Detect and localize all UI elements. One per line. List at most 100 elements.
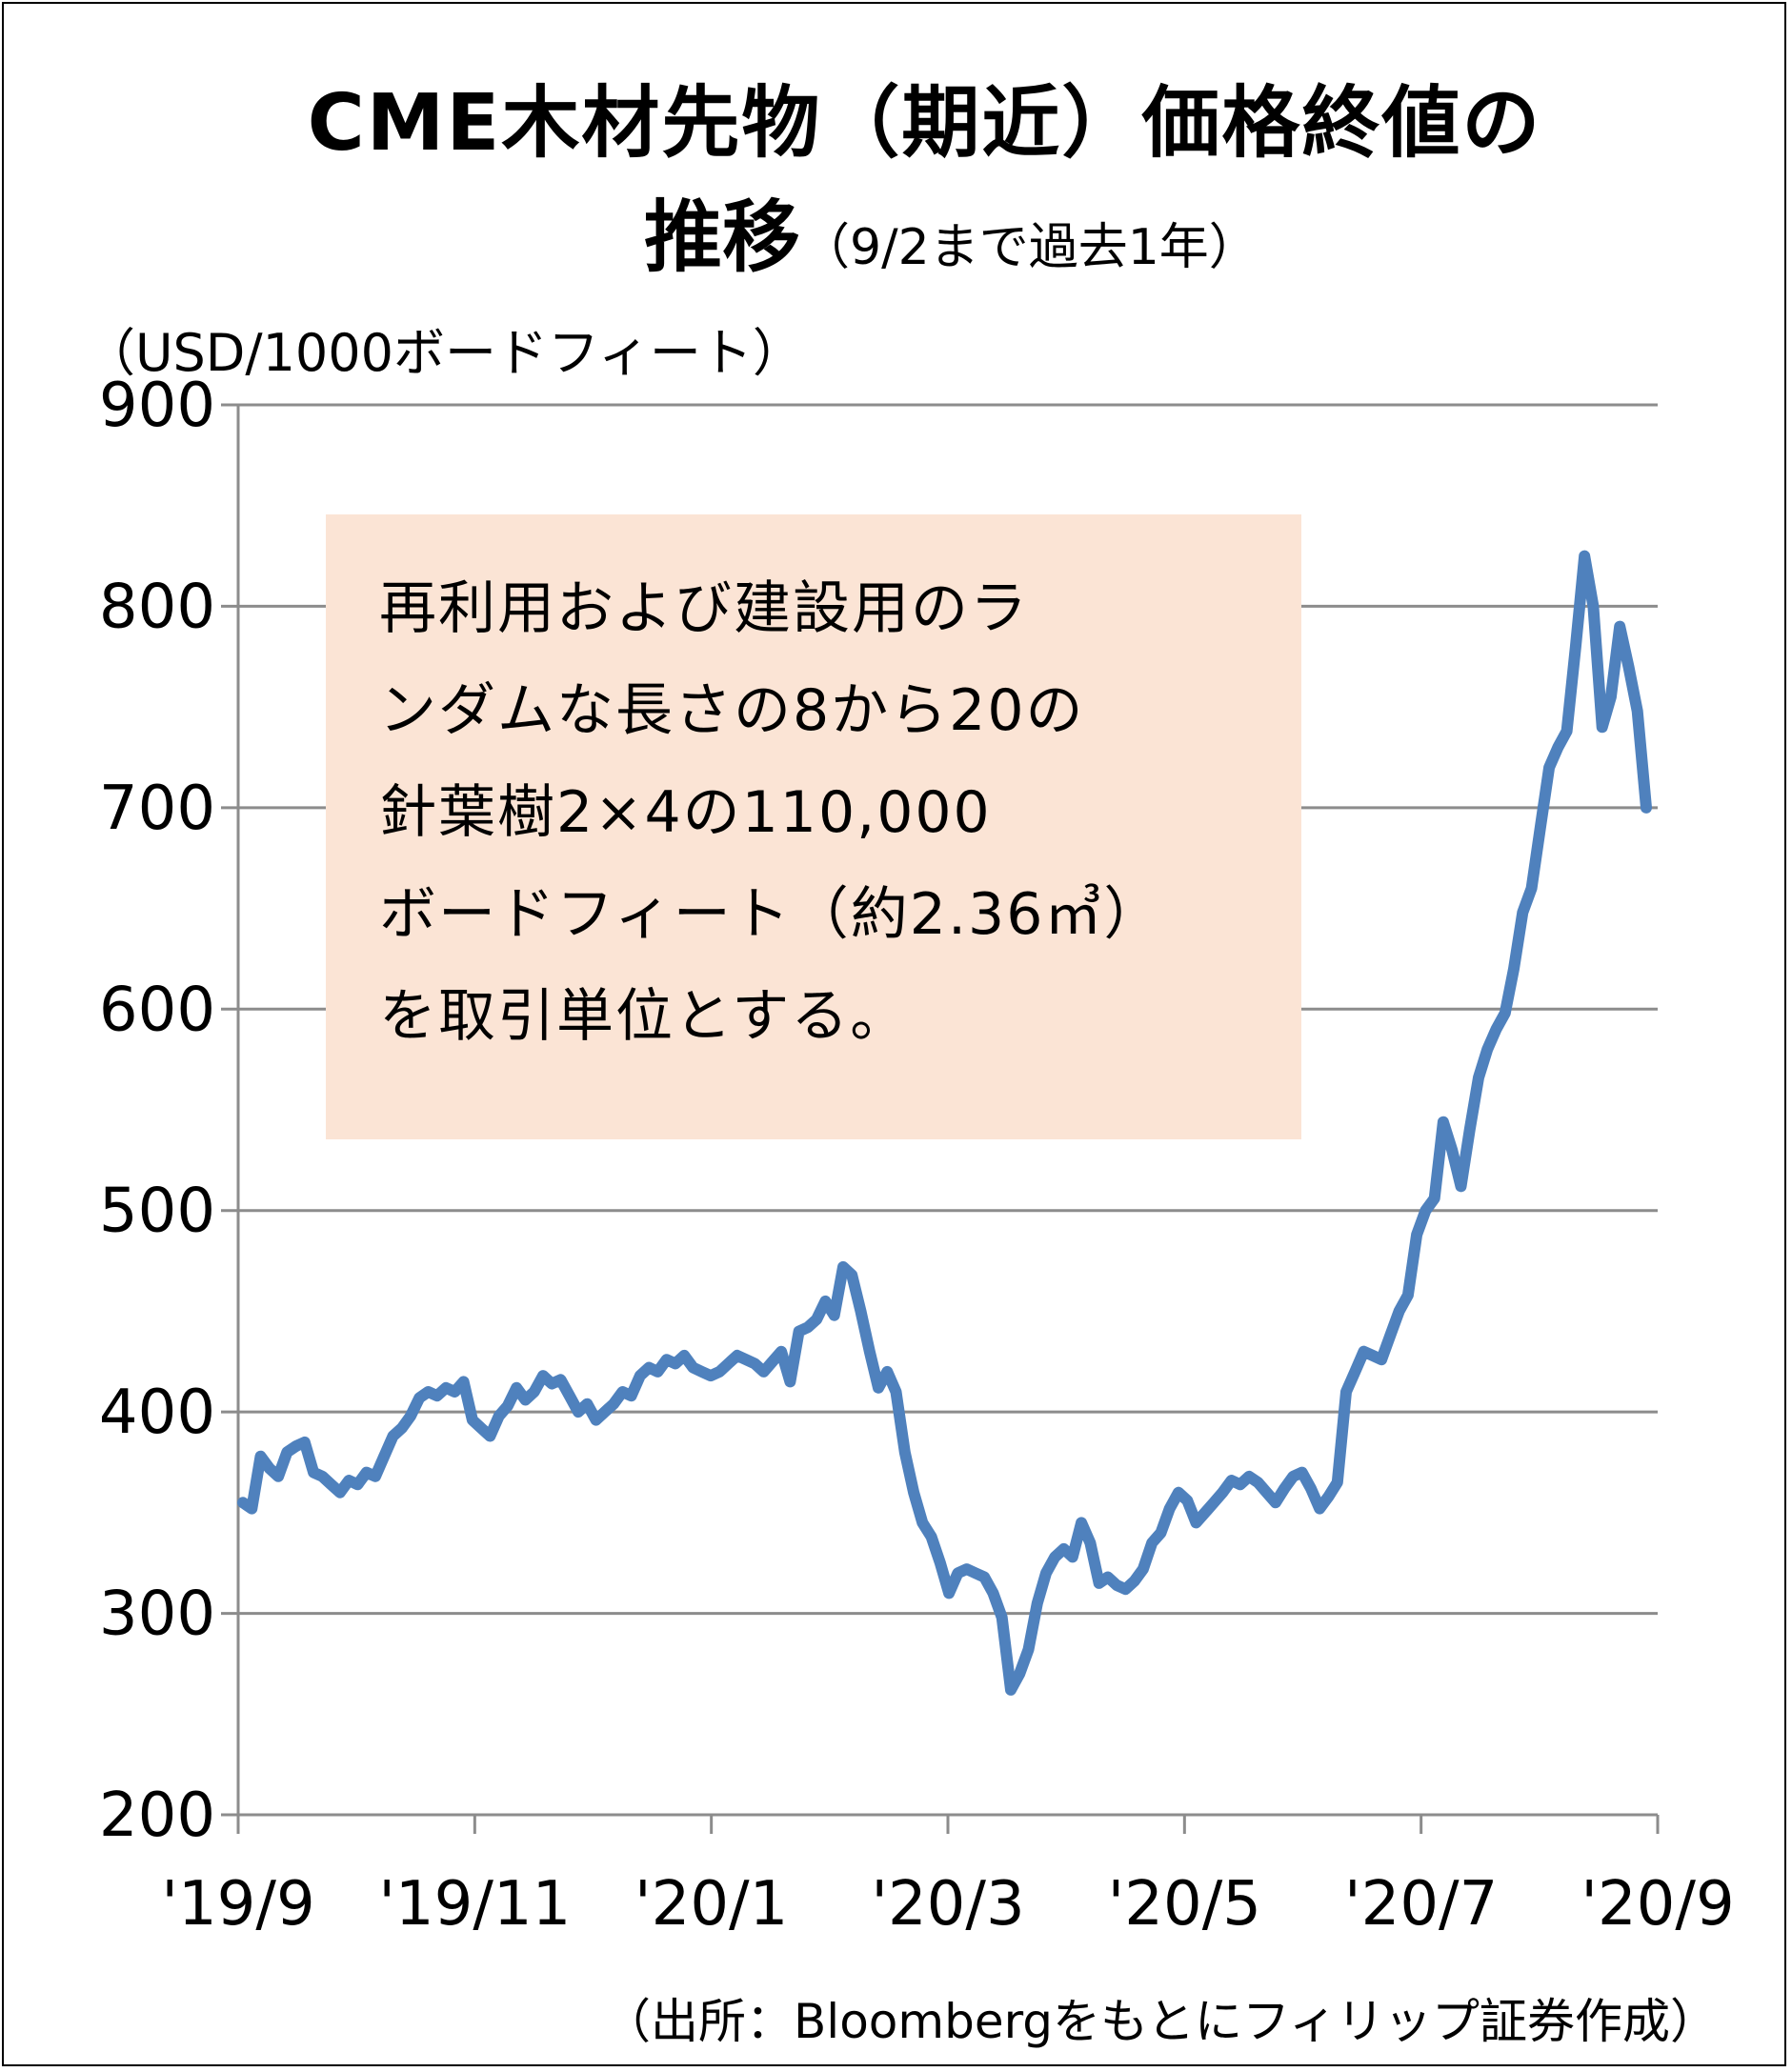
data-point (1557, 746, 1559, 748)
data-point (1521, 912, 1523, 914)
data-point (763, 1371, 765, 1373)
series-line (237, 550, 1652, 1696)
chart-subtitle: （9/2まで過去1年） (800, 219, 1258, 276)
data-point (728, 1362, 729, 1364)
data-point (1566, 731, 1568, 732)
data-point (428, 1391, 429, 1393)
data-point (683, 1355, 685, 1357)
annotation-box: 再利用および建設用のラ ンダムな長さの8から20の 針葉樹2×4の110,000 ボー… (326, 514, 1301, 1139)
data-point (983, 1577, 985, 1578)
data-point (1442, 1121, 1444, 1123)
data-point (542, 1375, 544, 1377)
data-point (374, 1476, 376, 1478)
data-point (1363, 1351, 1364, 1353)
data-point (1486, 1049, 1488, 1051)
data-point (586, 1403, 588, 1405)
data-point (1354, 1371, 1356, 1373)
data-point (339, 1492, 341, 1494)
data-point (966, 1568, 968, 1570)
data-point (1416, 1234, 1418, 1236)
data-point (1592, 605, 1594, 607)
data-point (1080, 1521, 1082, 1523)
data-point (718, 1371, 720, 1373)
data-point (913, 1492, 915, 1494)
data-point (525, 1399, 526, 1400)
data-point (851, 1274, 853, 1276)
chart-title-line2: 推移 (644, 192, 801, 283)
data-point (639, 1375, 641, 1377)
data-point (842, 1266, 844, 1268)
data-point (886, 1371, 888, 1373)
x-tick-label: '20/3 (871, 1869, 1024, 1940)
x-tick-label: '19/11 (378, 1869, 571, 1940)
x-tick-label: '20/7 (1344, 1869, 1498, 1940)
data-point (939, 1562, 941, 1564)
data-point (577, 1411, 579, 1413)
data-point (869, 1351, 871, 1353)
x-tick-label: '20/5 (1108, 1869, 1261, 1940)
data-point (975, 1572, 977, 1574)
data-point (1504, 1013, 1506, 1014)
data-point (1496, 1028, 1497, 1030)
data-point (1010, 1689, 1012, 1691)
annotation-line: 針葉樹2×4の110,000 (379, 779, 992, 846)
data-point (904, 1451, 906, 1453)
y-tick-label: 900 (99, 371, 215, 441)
data-point (453, 1391, 455, 1393)
data-point (1134, 1580, 1136, 1582)
data-point (1196, 1521, 1197, 1523)
data-point (1142, 1568, 1144, 1570)
data-point (286, 1451, 288, 1453)
data-point (269, 1467, 271, 1469)
data-point (560, 1378, 561, 1380)
chart-title: CME木材先物（期近）価格終値の (0, 59, 1792, 172)
data-point (1283, 1488, 1285, 1489)
y-tick-label: 800 (99, 572, 215, 642)
data-point (1028, 1649, 1029, 1651)
x-tick-label: '20/9 (1581, 1869, 1734, 1940)
data-point (304, 1441, 306, 1443)
data-point (1204, 1512, 1206, 1514)
data-point (1372, 1355, 1374, 1357)
data-point (815, 1318, 817, 1320)
data-point (260, 1456, 261, 1458)
data-point (1266, 1492, 1268, 1494)
data-point (860, 1310, 861, 1312)
data-point (507, 1405, 509, 1407)
data-point (1601, 726, 1603, 728)
data-point (1160, 1532, 1161, 1534)
data-point (1478, 1076, 1480, 1078)
data-point (1107, 1577, 1109, 1578)
y-tick-label: 400 (99, 1378, 215, 1448)
data-point (356, 1483, 358, 1485)
data-point (1407, 1295, 1409, 1296)
data-point (1424, 1210, 1426, 1212)
data-point (436, 1395, 438, 1397)
data-point (1548, 767, 1550, 769)
data-point (656, 1371, 658, 1373)
data-point (1018, 1673, 1020, 1675)
data-point (877, 1387, 879, 1389)
data-point (1345, 1391, 1347, 1393)
data-point (1319, 1508, 1320, 1510)
data-point (472, 1419, 473, 1421)
data-point (666, 1358, 668, 1360)
data-point (1124, 1588, 1126, 1590)
data-point (807, 1326, 809, 1328)
data-point (1089, 1542, 1091, 1544)
data-point (312, 1472, 314, 1474)
data-point (798, 1331, 800, 1333)
data-point (921, 1521, 923, 1523)
data-point (1045, 1572, 1047, 1574)
data-point (1451, 1149, 1453, 1151)
data-point (1186, 1499, 1188, 1501)
data-point (331, 1483, 332, 1485)
data-point (648, 1367, 650, 1369)
data-point (595, 1419, 597, 1421)
data-point (1231, 1479, 1233, 1481)
data-point (242, 1501, 244, 1503)
data-point (295, 1445, 297, 1447)
data-point (1213, 1501, 1215, 1503)
data-point (701, 1371, 703, 1373)
